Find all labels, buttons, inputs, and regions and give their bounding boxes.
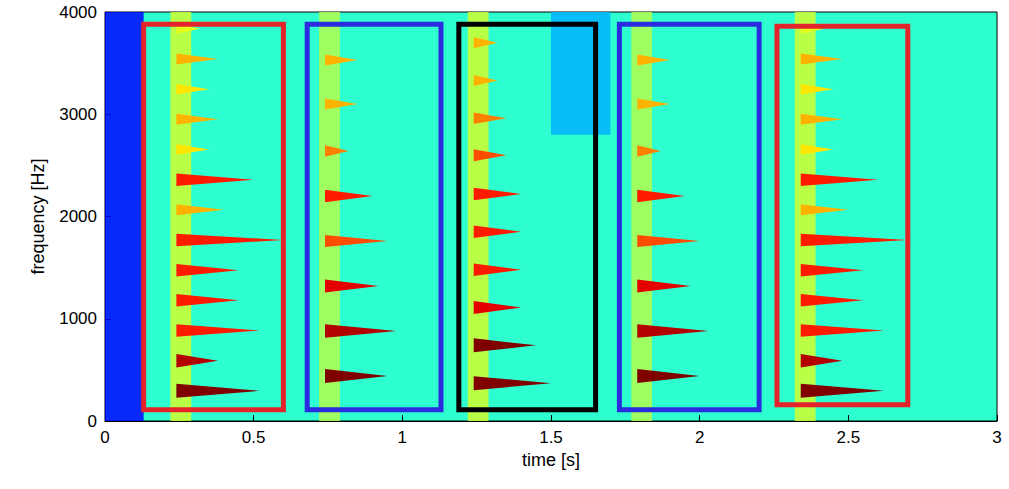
svg-text:0: 0 [100, 428, 109, 447]
svg-text:frequency [Hz]: frequency [Hz] [28, 158, 48, 274]
svg-text:0.5: 0.5 [242, 428, 266, 447]
svg-text:2: 2 [695, 428, 704, 447]
svg-text:2.5: 2.5 [837, 428, 861, 447]
svg-text:2000: 2000 [59, 207, 97, 226]
svg-text:1: 1 [398, 428, 407, 447]
svg-text:3: 3 [992, 428, 1001, 447]
svg-text:3000: 3000 [59, 105, 97, 124]
svg-text:1.5: 1.5 [539, 428, 563, 447]
svg-text:1000: 1000 [59, 309, 97, 328]
svg-text:0: 0 [88, 412, 97, 431]
svg-text:4000: 4000 [59, 3, 97, 22]
svg-text:time [s]: time [s] [522, 450, 580, 470]
